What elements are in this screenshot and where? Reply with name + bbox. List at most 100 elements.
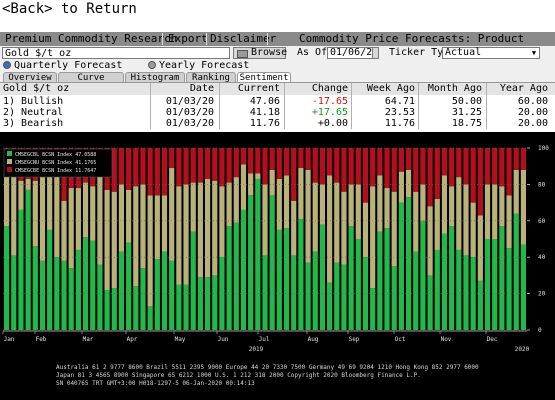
y-tick-label: 100 (538, 145, 549, 152)
bar-bullish (219, 257, 225, 330)
bar-neutral (212, 180, 218, 276)
folder-icon (237, 50, 248, 58)
as-of-date-input[interactable]: 01/06/20 (327, 47, 378, 59)
chevron-down-icon: ▼ (531, 49, 537, 57)
legend-label: CMSEGCBL BCSN Index 47.0588 (15, 152, 96, 158)
tab-ranking[interactable]: Ranking (186, 72, 236, 83)
bar-neutral (370, 186, 376, 289)
bar-bullish (398, 202, 404, 330)
x-year-label: 2020 (515, 346, 530, 353)
calendar-icon[interactable] (372, 47, 379, 59)
bar-neutral (362, 202, 369, 258)
bar-bullish (434, 249, 440, 330)
legend-label: CMSEGCNU BCSN Index 41.1765 (15, 160, 96, 166)
bar-neutral (477, 215, 483, 281)
bar-neutral (233, 177, 239, 223)
bar-neutral (355, 184, 361, 239)
bar-neutral (47, 166, 53, 230)
bar-bearish (398, 148, 404, 172)
bar-bearish (154, 148, 160, 196)
row-change: +17.65 (311, 107, 348, 118)
x-tick-label: Sep (349, 336, 360, 343)
tab-sentiment[interactable]: Sentiment (237, 72, 291, 83)
browse-button[interactable]: Browse (233, 47, 287, 59)
y-tick-label: 80 (538, 181, 546, 188)
bar-bearish (140, 148, 146, 185)
bar-bullish (506, 248, 512, 330)
bar-bearish (276, 148, 282, 179)
bar-bearish (176, 148, 182, 187)
back-to-return-link[interactable]: <Back> to Return (2, 1, 137, 17)
bar-neutral (484, 184, 491, 239)
table-row[interactable]: 1) Bullish 01/03/20 47.06 -17.65 64.71 5… (0, 96, 555, 107)
row-year-ago: 60.00 (517, 96, 548, 107)
bar-bullish (54, 257, 60, 330)
tab-curve-analysis[interactable]: Curve Analysis (58, 72, 124, 93)
bar-neutral (39, 169, 46, 261)
column-divider (219, 83, 220, 129)
bar-bearish (477, 148, 483, 216)
bar-neutral (255, 173, 261, 179)
bar-neutral (427, 206, 433, 276)
table-row[interactable]: 3) Bearish 01/03/20 11.76 +0.00 11.76 18… (0, 118, 555, 129)
bar-bullish (255, 178, 261, 330)
column-divider (150, 83, 151, 129)
bar-neutral (90, 186, 96, 241)
row-month-ago: 50.00 (451, 96, 482, 107)
bar-bearish (233, 148, 239, 178)
bar-bullish (291, 255, 297, 330)
bar-neutral (405, 169, 412, 198)
bar-bullish (240, 209, 247, 330)
row-label: 1) Bullish (3, 96, 64, 107)
tab-histogram[interactable]: Histogram (125, 72, 185, 83)
bar-bullish (262, 255, 268, 330)
bar-bullish (39, 260, 46, 330)
ticker-type-select[interactable]: Actual ▼ (442, 47, 540, 59)
y-tick-label: 20 (538, 291, 546, 298)
row-date: 01/03/20 (165, 118, 214, 129)
bar-bearish (362, 148, 369, 203)
menu-export[interactable]: Export (168, 32, 208, 45)
bar-bullish (463, 255, 469, 330)
menu-bar: Premium Commodity Research Export Discla… (0, 32, 555, 59)
bar-bullish (75, 249, 81, 330)
sentiment-chart[interactable]: 0 20 40 60 80 100 Jan Feb Mar Apr May Jun Jul Aug Sep… (0, 132, 555, 400)
column-divider (284, 83, 285, 129)
menu-premium-research[interactable]: Premium Commodity Research (5, 32, 178, 45)
bar-bearish (133, 148, 139, 187)
row-label: 2) Neutral (3, 107, 64, 118)
bar-neutral (513, 169, 519, 214)
security-input[interactable]: Gold $/t oz (2, 47, 230, 59)
security-row: Gold $/t oz Browse As Of 01/06/20 Ticker… (0, 46, 555, 60)
bar-bearish (197, 148, 203, 183)
quarterly-radio[interactable] (3, 61, 11, 69)
bar-bullish (377, 231, 383, 330)
bar-bearish (384, 148, 390, 189)
bar-bearish (405, 148, 412, 170)
bar-neutral (161, 195, 168, 252)
x-axis: Jan Feb Mar Apr May Jun Jul Aug Sep Oct Nov Dec 2019… (2, 330, 530, 353)
y-axis: 0 20 40 60 80 100 (3, 145, 549, 334)
bar-neutral (147, 195, 153, 307)
bar-neutral (75, 188, 81, 250)
bar-bearish (255, 148, 261, 174)
bar-neutral (154, 195, 160, 260)
ticker-type-value: Actual (445, 47, 482, 58)
bar-bullish (233, 222, 239, 330)
bar-bearish (377, 148, 383, 176)
bar-bullish (477, 280, 483, 330)
bar-bearish (118, 148, 125, 185)
bar-bearish (240, 148, 247, 165)
bar-bearish (441, 148, 448, 176)
menu-disclaimer[interactable]: Disclaimer (210, 32, 277, 45)
bar-neutral (4, 164, 10, 227)
bar-bearish (298, 148, 304, 169)
table-row[interactable]: 2) Neutral 01/03/20 41.18 +17.65 23.53 3… (0, 107, 555, 118)
bar-bullish (161, 251, 168, 330)
bar-bullish (104, 289, 110, 330)
tab-overview[interactable]: Overview (3, 72, 57, 83)
yearly-radio[interactable] (148, 61, 156, 69)
bar-neutral (384, 188, 390, 229)
bar-neutral (104, 189, 110, 290)
x-tick-label: Apr (127, 336, 138, 343)
